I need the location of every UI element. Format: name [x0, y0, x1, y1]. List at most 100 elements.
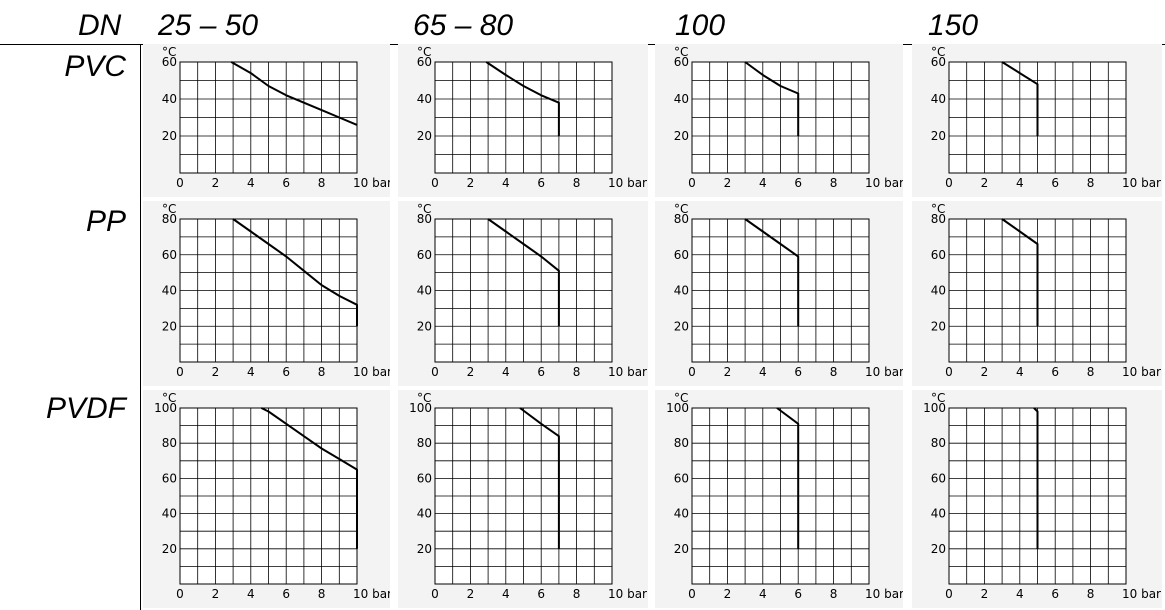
x-tick-label: 8 — [573, 587, 581, 601]
y-tick-label: 60 — [417, 55, 432, 69]
plot-frame — [434, 407, 613, 585]
x-tick-label: 10 bar — [608, 176, 647, 190]
plot-frame — [691, 407, 870, 585]
chart-pvc-col-4: °C 20 40 60 0 2 4 6 8 10 bar — [912, 44, 1162, 197]
x-tick-label: 6 — [282, 365, 290, 379]
y-tick-label: 80 — [162, 212, 177, 226]
x-tick-label: 10 bar — [353, 365, 390, 379]
chart-svg: °C 20 40 60 0 2 4 6 8 10 bar — [417, 45, 647, 190]
x-tick-label: 2 — [981, 587, 989, 601]
chart-svg: °C 20 40 60 80 0 2 4 6 8 10 bar — [417, 202, 647, 379]
y-tick-label: 60 — [162, 55, 177, 69]
y-tick-label: 80 — [931, 436, 946, 450]
column-header-dn-65-80: 65 – 80 — [413, 9, 514, 42]
x-tick-label: 0 — [431, 365, 439, 379]
x-tick-label: 6 — [537, 587, 545, 601]
series-line — [487, 218, 560, 327]
x-tick-label: 10 bar — [1122, 365, 1161, 379]
y-tick-label: 60 — [162, 471, 177, 485]
y-unit-label: °C — [931, 391, 945, 405]
x-tick-label: 2 — [212, 365, 220, 379]
chart-pvdf-col-2: °C 20 40 60 80 100 0 2 4 6 8 10 bar — [398, 390, 648, 608]
chart-svg: °C 20 40 60 80 0 2 4 6 8 10 bar — [674, 202, 903, 379]
y-tick-label: 40 — [674, 92, 689, 106]
y-tick-label: 40 — [674, 284, 689, 298]
y-tick-label: 80 — [674, 212, 689, 226]
x-tick-label: 4 — [502, 365, 510, 379]
chart-pvc-col-3: °C 20 40 60 0 2 4 6 8 10 bar — [655, 44, 903, 197]
y-unit-label: °C — [931, 202, 945, 216]
y-tick-label: 60 — [417, 471, 432, 485]
plot-frame — [434, 61, 613, 174]
series-line — [230, 61, 358, 126]
y-tick-label: 20 — [417, 542, 432, 556]
series-line — [485, 61, 560, 136]
x-tick-label: 8 — [830, 365, 838, 379]
chart-svg: °C 20 40 60 80 100 0 2 4 6 8 10 bar — [923, 391, 1161, 601]
chart-svg: °C 20 40 60 80 0 2 4 6 8 10 bar — [931, 202, 1161, 379]
y-tick-label: 40 — [162, 507, 177, 521]
y-tick-label: 40 — [931, 507, 946, 521]
y-tick-label: 100 — [923, 401, 946, 415]
chart-pp-col-3: °C 20 40 60 80 0 2 4 6 8 10 bar — [655, 201, 903, 386]
x-tick-label: 0 — [688, 587, 696, 601]
plot-frame — [179, 61, 358, 174]
y-unit-label: °C — [674, 45, 688, 59]
chart-svg: °C 20 40 60 0 2 4 6 8 10 bar — [162, 45, 390, 190]
y-tick-label: 60 — [931, 248, 946, 262]
x-tick-label: 8 — [1087, 587, 1095, 601]
y-tick-label: 100 — [154, 401, 177, 415]
y-tick-label: 20 — [931, 319, 946, 333]
x-tick-label: 8 — [1087, 176, 1095, 190]
x-tick-label: 2 — [724, 587, 732, 601]
x-tick-label: 8 — [830, 587, 838, 601]
x-tick-label: 0 — [945, 587, 953, 601]
y-tick-label: 40 — [162, 284, 177, 298]
x-tick-label: 0 — [431, 587, 439, 601]
y-tick-label: 40 — [417, 92, 432, 106]
column-header-dn-25-50: 25 – 50 — [158, 9, 259, 42]
y-tick-label: 20 — [674, 542, 689, 556]
y-tick-label: 80 — [417, 436, 432, 450]
chart-pvc-col-1: °C 20 40 60 0 2 4 6 8 10 bar — [143, 44, 390, 197]
plot-frame — [948, 407, 1127, 585]
y-tick-label: 40 — [162, 92, 177, 106]
x-tick-label: 0 — [945, 365, 953, 379]
x-tick-label: 0 — [688, 365, 696, 379]
x-tick-label: 2 — [467, 587, 475, 601]
y-tick-label: 20 — [417, 319, 432, 333]
y-unit-label: °C — [417, 391, 431, 405]
x-tick-label: 2 — [212, 176, 220, 190]
series-line — [1001, 218, 1039, 327]
x-tick-label: 6 — [1051, 176, 1059, 190]
chart-svg: °C 20 40 60 80 100 0 2 4 6 8 10 bar — [409, 391, 647, 601]
y-tick-label: 60 — [674, 55, 689, 69]
series-line — [232, 218, 358, 327]
y-tick-label: 20 — [162, 319, 177, 333]
x-tick-label: 6 — [794, 176, 802, 190]
x-tick-label: 4 — [1016, 587, 1024, 601]
x-tick-label: 4 — [1016, 365, 1024, 379]
column-header-dn-150: 150 — [928, 9, 979, 42]
y-tick-label: 20 — [674, 319, 689, 333]
series-line — [519, 407, 560, 549]
x-tick-label: 8 — [318, 176, 326, 190]
row-label-pp: PP — [85, 205, 126, 238]
plot-frame — [179, 218, 358, 363]
dn-header-label: DN — [78, 9, 122, 42]
x-tick-label: 10 bar — [1122, 176, 1161, 190]
y-tick-label: 100 — [409, 401, 432, 415]
row-label-pvc: PVC — [64, 50, 126, 83]
y-tick-label: 20 — [674, 129, 689, 143]
x-tick-label: 4 — [502, 176, 510, 190]
y-tick-label: 60 — [162, 248, 177, 262]
x-tick-label: 2 — [212, 587, 220, 601]
y-unit-label: °C — [162, 202, 176, 216]
x-tick-label: 4 — [247, 587, 255, 601]
x-tick-label: 6 — [282, 587, 290, 601]
x-tick-label: 10 bar — [1122, 587, 1161, 601]
label-divider-line — [140, 44, 141, 610]
chart-pp-col-4: °C 20 40 60 80 0 2 4 6 8 10 bar — [912, 201, 1162, 386]
y-tick-label: 80 — [417, 212, 432, 226]
chart-pp-col-2: °C 20 40 60 80 0 2 4 6 8 10 bar — [398, 201, 648, 386]
